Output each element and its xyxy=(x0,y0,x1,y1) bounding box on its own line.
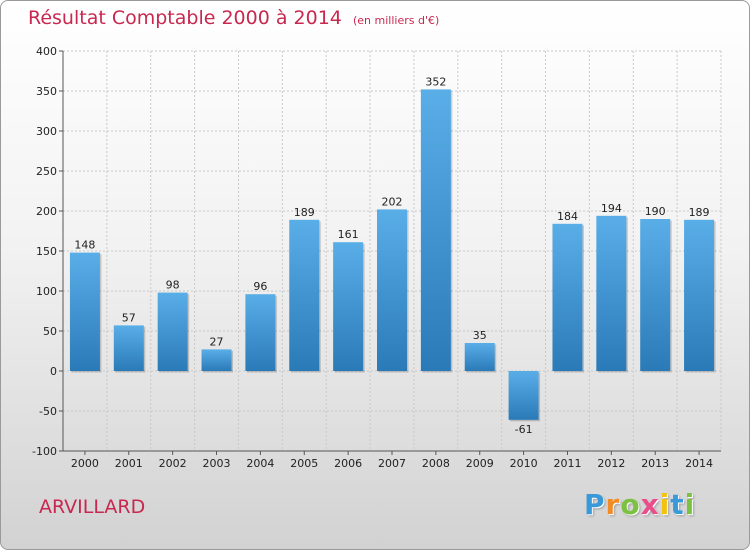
y-tick-label-1: 350 xyxy=(36,85,57,98)
x-tick-label-2006: 2006 xyxy=(334,457,362,470)
logo-letter-2: o xyxy=(620,488,641,521)
bar-2001 xyxy=(113,325,144,371)
proxiti-logo: Proxiti xyxy=(584,488,695,521)
x-tick-label-2000: 2000 xyxy=(71,457,99,470)
x-tick-label-2008: 2008 xyxy=(422,457,450,470)
bar-2002 xyxy=(157,292,188,371)
y-tick-label-8: 0 xyxy=(50,365,57,378)
y-tick-label-4: 200 xyxy=(36,205,57,218)
bar-2011 xyxy=(552,223,583,371)
y-tick-label-10: -100 xyxy=(32,445,57,458)
title-row: Résultat Comptable 2000 à 2014 (en milli… xyxy=(28,7,439,29)
data-label-2001: 57 xyxy=(122,311,136,324)
data-label-2013: 190 xyxy=(645,205,666,218)
logo-letter-1: r xyxy=(605,488,621,521)
y-tick-label-3: 250 xyxy=(36,165,57,178)
data-label-2009: 35 xyxy=(473,329,487,342)
bar-2007 xyxy=(377,209,407,371)
y-tick-label-0: 400 xyxy=(36,45,57,58)
data-label-2008: 352 xyxy=(425,75,446,88)
data-label-2014: 189 xyxy=(689,206,710,219)
data-label-2000: 148 xyxy=(74,239,95,252)
bar-2000 xyxy=(69,252,100,371)
logo-letter-6: i xyxy=(684,488,696,521)
x-tick-label-2010: 2010 xyxy=(510,457,538,470)
bar-2009 xyxy=(464,343,495,371)
y-tick-label-5: 150 xyxy=(36,245,57,258)
logo-letter-3: x xyxy=(640,488,660,521)
chart-title: Résultat Comptable 2000 à 2014 xyxy=(28,7,342,29)
x-tick-label-2004: 2004 xyxy=(246,457,274,470)
bar-layer xyxy=(69,89,716,422)
data-label-2011: 184 xyxy=(557,210,578,223)
bar-2003 xyxy=(201,349,232,371)
bar-2006 xyxy=(333,242,364,371)
data-label-2010: -61 xyxy=(515,423,533,436)
bar-2005 xyxy=(289,219,320,371)
x-tick-label-2014: 2014 xyxy=(685,457,713,470)
data-label-2007: 202 xyxy=(382,195,403,208)
x-tick-label-2012: 2012 xyxy=(597,457,625,470)
x-tick-label-2003: 2003 xyxy=(203,457,231,470)
x-tick-label-2007: 2007 xyxy=(378,457,406,470)
y-tick-label-2: 300 xyxy=(36,125,57,138)
logo-letter-5: t xyxy=(670,488,685,521)
x-tick-label-2013: 2013 xyxy=(641,457,669,470)
bar-2013 xyxy=(640,219,671,371)
x-tick-label-2011: 2011 xyxy=(553,457,581,470)
y-tick-label-6: 100 xyxy=(36,285,57,298)
bar-2010 xyxy=(508,371,539,420)
data-label-2002: 98 xyxy=(166,279,180,292)
x-tick-label-2009: 2009 xyxy=(466,457,494,470)
bar-2014 xyxy=(684,219,715,371)
axis-layer: 400 350 300 250 200 150 100 50 0 -50 -100 2000 2001 2… xyxy=(32,45,721,470)
data-label-2003: 27 xyxy=(210,335,224,348)
bar-2008 xyxy=(420,89,451,372)
logo-letter-4: i xyxy=(659,488,671,521)
bar-2004 xyxy=(245,294,276,371)
x-tick-label-2002: 2002 xyxy=(159,457,187,470)
x-tick-label-2001: 2001 xyxy=(115,457,143,470)
x-tick-label-2005: 2005 xyxy=(290,457,318,470)
y-tick-label-7: 50 xyxy=(43,325,57,338)
chart-subtitle: (en milliers d'€) xyxy=(352,14,440,27)
commune-name: ARVILLARD xyxy=(39,496,146,518)
data-label-2005: 189 xyxy=(294,206,315,219)
data-label-2004: 96 xyxy=(253,280,267,293)
data-label-2006: 161 xyxy=(338,228,359,241)
y-tick-label-9: -50 xyxy=(39,405,57,418)
logo-letter-0: P xyxy=(584,488,606,521)
bar-2012 xyxy=(596,215,627,371)
label-layer: 148 57 98 27 96 189 161 202 352 35 -61 184 194 190 189 xyxy=(74,75,709,435)
data-label-2012: 194 xyxy=(601,202,622,215)
